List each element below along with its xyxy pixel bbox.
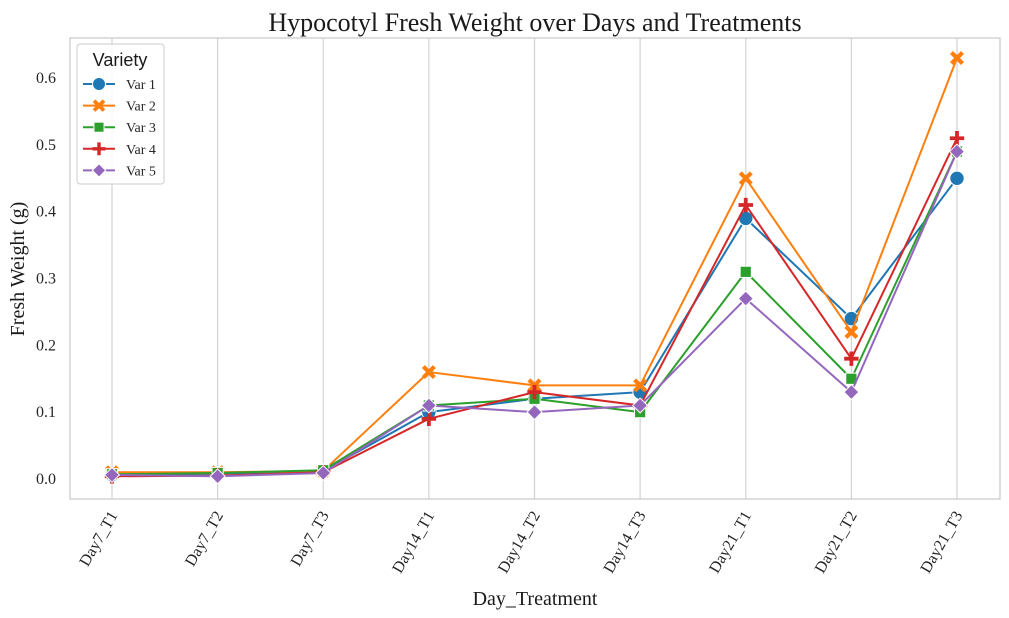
y-tick-label: 0.4 <box>36 204 56 221</box>
legend-item: Var 3 <box>83 121 156 136</box>
data-point <box>315 464 332 482</box>
data-point <box>739 265 752 278</box>
grid-lines <box>111 38 958 499</box>
data-point <box>738 197 753 213</box>
data-point <box>93 121 105 133</box>
x-tick-label: Day7_T2 <box>182 509 227 570</box>
data-point <box>527 384 542 400</box>
y-tick-label: 0.1 <box>36 404 56 421</box>
data-point <box>843 383 860 401</box>
legend-item: Var 2 <box>83 99 156 115</box>
x-tick-label: Day21_T3 <box>918 509 967 577</box>
data-point <box>949 131 965 146</box>
x-tick-label: Day7_T1 <box>77 509 122 570</box>
y-tick-labels: 0.0 0.1 0.2 0.3 0.4 0.5 0.6 <box>36 70 56 488</box>
legend-label: Var 1 <box>126 78 156 93</box>
data-point <box>633 378 648 393</box>
legend-title: Variety <box>93 50 148 70</box>
data-point <box>421 411 437 427</box>
x-tick-label: Day21_T2 <box>812 509 861 577</box>
data-point <box>632 397 649 414</box>
data-point <box>844 351 859 366</box>
series-lines <box>103 51 966 485</box>
data-point <box>91 163 107 178</box>
y-axis-label: Fresh Weight (g) <box>7 202 29 337</box>
legend-item: Var 5 <box>83 163 156 179</box>
legend: Variety Var 1 Var 2 Var 3 Var 4 Var 5 <box>76 43 165 185</box>
data-point <box>950 51 964 66</box>
legend-label: Var 5 <box>126 164 156 179</box>
x-tick-label: Day7_T3 <box>288 509 333 570</box>
legend-item: Var 1 <box>83 77 156 93</box>
legend-label: Var 4 <box>126 143 156 158</box>
y-tick-label: 0.0 <box>36 471 56 488</box>
x-tick-label: Day14_T3 <box>601 509 650 577</box>
y-tick-label: 0.3 <box>36 271 56 288</box>
data-point <box>103 466 121 484</box>
x-tick-label: Day14_T2 <box>495 509 544 577</box>
data-point <box>92 142 106 156</box>
y-tick-label: 0.2 <box>36 337 56 354</box>
legend-label: Var 3 <box>126 121 156 136</box>
y-tick-label: 0.5 <box>36 137 56 154</box>
plot-area-frame <box>69 37 1001 500</box>
legend-item: Var 4 <box>83 142 156 158</box>
data-point <box>209 468 226 485</box>
data-point <box>421 365 436 380</box>
y-tick-label: 0.6 <box>36 70 56 87</box>
x-tick-label: Day21_T1 <box>706 509 755 577</box>
data-point <box>844 324 859 339</box>
data-point <box>949 170 965 187</box>
data-point <box>92 77 106 91</box>
legend-label: Var 2 <box>126 100 156 115</box>
data-point <box>420 397 437 414</box>
x-axis-label: Day_Treatment <box>473 588 598 610</box>
data-point <box>737 290 754 307</box>
x-tick-label: Day14_T1 <box>389 509 438 577</box>
series-5 <box>103 143 966 485</box>
data-point <box>738 171 753 186</box>
data-point <box>526 404 543 421</box>
chart-title: Hypocotyl Fresh Weight over Days and Tre… <box>268 8 801 37</box>
x-tick-labels: Day7_T1 Day7_T2 Day7_T3 Day14_T1 Day14_T2 Day… <box>77 509 967 577</box>
data-point <box>948 143 966 160</box>
data-point <box>92 99 106 112</box>
